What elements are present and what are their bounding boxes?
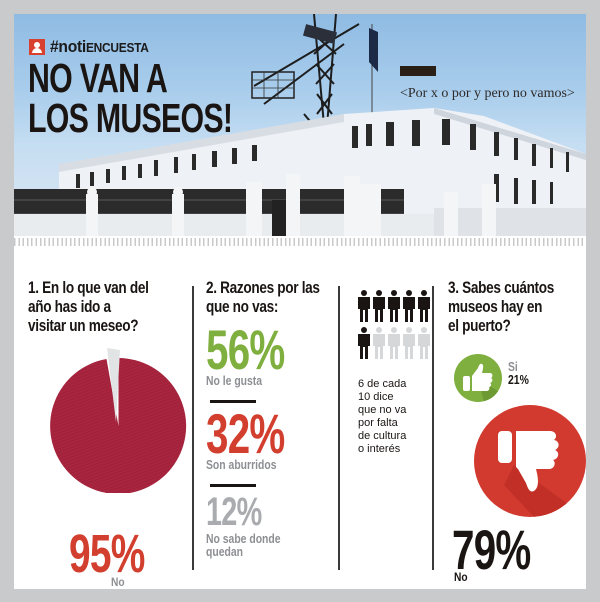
text-line: o interés: [358, 443, 401, 455]
no-percent: 79%: [452, 518, 531, 581]
title-line: museos hay en: [448, 297, 543, 316]
tag-prefix: #noti: [50, 37, 86, 56]
person-icon-filled: [358, 327, 370, 359]
reason-percent: 12%: [206, 490, 262, 534]
question-3-section: 3. Sabes cuántos museos hay en el puerto…: [444, 260, 586, 589]
person-icon-empty: [388, 327, 400, 359]
column-divider: [338, 286, 340, 570]
thumbs-down-icon: [474, 405, 586, 517]
person-icon-empty: [403, 327, 415, 359]
notiencuesta-tag: #notiENCUESTA: [29, 37, 157, 57]
people-stat-text: 6 de cada 10 dice que no va por falta de…: [358, 378, 406, 456]
reason-label: No sabe donde: [206, 531, 281, 546]
thumbs-up-icon: [454, 354, 502, 402]
title-line: 3. Sabes cuántos: [448, 278, 554, 297]
pie-slice-no: [50, 358, 187, 494]
text-line: por falta: [358, 417, 398, 429]
user-icon: [29, 39, 45, 55]
subtitle: <Por x o por y pero no vamos>: [400, 86, 575, 101]
column-divider: [432, 286, 434, 570]
yes-percent: 21%: [508, 372, 529, 387]
question-1-percent: 95%: [69, 524, 145, 584]
person-icon-filled: [403, 290, 415, 322]
question-1-title: 1. En lo que van del año has ido a visit…: [28, 278, 149, 335]
pie-chart: [46, 348, 191, 494]
infographic-card: #notiENCUESTA NO VAN A LOS MUSEOS! <Por …: [14, 14, 586, 589]
person-icon-filled: [358, 290, 370, 322]
people-pictogram-section: 6 de cada 10 dice que no va por falta de…: [352, 260, 434, 589]
column-divider: [192, 286, 194, 570]
question-2-section: 2. Razones por las que no vas: 56% No le…: [206, 260, 346, 589]
reason-percent: 56%: [206, 318, 285, 381]
headline-line-2: LOS MUSEOS!: [28, 95, 233, 141]
person-icon-empty: [373, 327, 385, 359]
stat-rule: [210, 484, 256, 487]
person-icon-filled: [388, 290, 400, 322]
title-line: año has ido a: [28, 297, 111, 316]
reason-label: Son aburridos: [206, 457, 277, 472]
subtitle-dash: [400, 66, 436, 76]
question-1-section: 1. En lo que van del año has ido a visit…: [28, 260, 192, 589]
question-3-title: 3. Sabes cuántos museos hay en el puerto…: [448, 278, 554, 335]
reason-stat: 32% Son aburridos: [206, 402, 315, 472]
title-line: el puerto?: [448, 316, 511, 335]
reason-percent: 32%: [206, 402, 285, 465]
text-line: 6 de cada: [358, 378, 407, 390]
headline-line-1: NO VAN A: [28, 55, 168, 101]
reason-stat: 12% No sabe donde quedan: [206, 492, 299, 558]
reason-label: No le gusta: [206, 373, 263, 388]
person-icon-filled: [418, 290, 430, 322]
reason-label: quedan: [206, 544, 243, 559]
text-line: de cultura: [358, 430, 407, 442]
tag-text: #notiENCUESTA: [50, 37, 149, 57]
stat-rule: [210, 400, 256, 403]
title-line: que no vas:: [206, 297, 279, 316]
people-pictogram: [357, 290, 432, 364]
title-line: visitar un meseo?: [28, 316, 139, 335]
ruler-divider: [14, 236, 586, 248]
page-title: NO VAN A LOS MUSEOS!: [28, 55, 233, 141]
title-line: 1. En lo que van del: [28, 278, 149, 297]
tag-suffix: ENCUESTA: [85, 40, 149, 55]
hero-banner: #notiENCUESTA NO VAN A LOS MUSEOS! <Por …: [14, 14, 586, 236]
person-icon-filled: [373, 290, 385, 322]
pie-slice-yes: [107, 348, 120, 422]
title-line: 2. Razones por las: [206, 278, 320, 297]
museum-building-photo: [14, 14, 586, 236]
question-1-label: No: [111, 575, 125, 589]
reason-stat: 56% No le gusta: [206, 318, 315, 388]
no-label: No: [454, 570, 468, 584]
person-icon-empty: [418, 327, 430, 359]
text-line: 10 dice: [358, 391, 394, 403]
question-2-title: 2. Razones por las que no vas:: [206, 278, 320, 316]
yes-label: Si: [508, 359, 518, 374]
text-line: que no va: [358, 404, 407, 416]
